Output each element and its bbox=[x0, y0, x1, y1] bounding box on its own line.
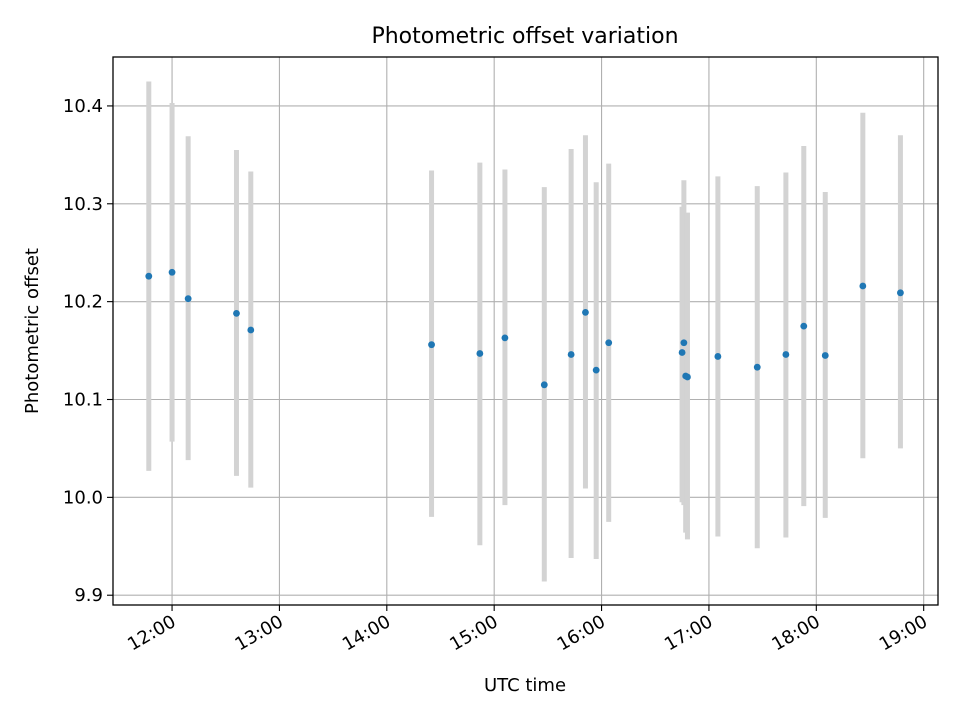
data-point bbox=[540, 381, 548, 389]
data-point bbox=[168, 268, 176, 276]
x-axis-label: UTC time bbox=[484, 675, 566, 696]
data-point bbox=[184, 295, 192, 303]
data-point bbox=[782, 351, 790, 358]
data-point bbox=[476, 350, 484, 357]
data-point bbox=[859, 282, 867, 290]
data-points bbox=[145, 268, 904, 389]
data-point bbox=[821, 352, 829, 359]
data-point bbox=[247, 326, 255, 334]
data-point bbox=[680, 339, 688, 347]
data-point bbox=[428, 341, 435, 349]
data-point bbox=[753, 363, 761, 371]
y-tick-label: 10.4 bbox=[63, 96, 103, 117]
data-point bbox=[800, 322, 808, 330]
grid-lines bbox=[113, 57, 938, 605]
data-point bbox=[567, 351, 575, 358]
plot-area-frame bbox=[112, 56, 939, 606]
data-point bbox=[592, 366, 600, 374]
data-point bbox=[501, 334, 509, 342]
chart-title: Photometric offset variation bbox=[371, 24, 678, 49]
y-axis-label: Photometric offset bbox=[22, 248, 43, 414]
data-point bbox=[582, 309, 589, 316]
data-point bbox=[714, 353, 722, 360]
y-tick-label: 10.1 bbox=[63, 390, 103, 411]
data-point bbox=[233, 309, 240, 317]
y-tick-label: 10.0 bbox=[63, 487, 103, 508]
data-point bbox=[897, 289, 904, 297]
data-point bbox=[145, 272, 153, 280]
y-tick-label: 9.9 bbox=[74, 585, 103, 606]
data-point bbox=[684, 373, 691, 381]
y-tick-label: 10.3 bbox=[63, 194, 103, 215]
y-axis-ticks: 9.9 10.0 10.1 10.2 10.3 10.4 bbox=[63, 96, 113, 606]
data-point bbox=[678, 349, 686, 356]
y-tick-label: 10.2 bbox=[63, 292, 103, 313]
data-point bbox=[605, 339, 613, 347]
